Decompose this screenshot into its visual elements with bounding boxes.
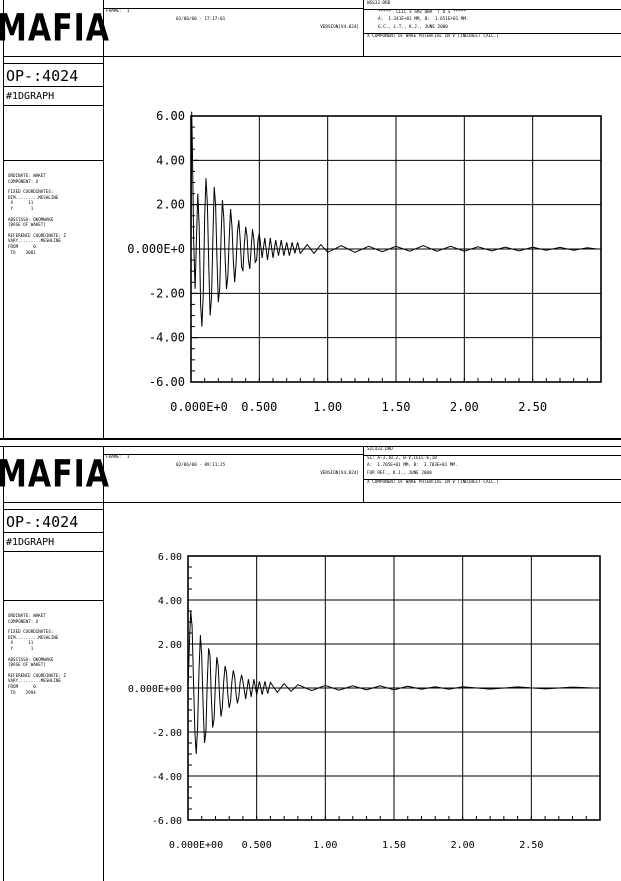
y-tick-label: -2.00 (152, 728, 182, 739)
header: FRAME: 1 02/06/00 - 09:11:25 VERSION[V4.… (103, 446, 621, 504)
x-tick-label: 1.50 (382, 840, 406, 851)
meta-line: COMPONENT: X (8, 618, 39, 624)
y-tick-label: 6.00 (156, 109, 185, 123)
header-info: FRAME: 1 02/06/00 - 09:11:25 VERSION[V4.… (103, 446, 364, 503)
x-tick-label: 0.000E+0 (170, 400, 228, 414)
meta-line: Y 1 (8, 205, 34, 211)
meta-line: X 11 (8, 200, 34, 206)
x-tick-label: 2.00 (451, 840, 475, 851)
meta-line: VARY.........MESHLINE (8, 678, 61, 684)
timestamp: 02/06/00 - 09:11:25 (176, 463, 226, 468)
panel-2: MAFIA OP-:4024 #1DGRAPH ORDINATE: WAKET … (0, 446, 621, 881)
description-line: SI: A-3,10,2, B-V,CELL-6,18 (364, 455, 621, 461)
meta-line: ABSCISSA: DKOMWAKE (8, 216, 54, 222)
meta-line: [BASE OF WAKET] (8, 222, 46, 228)
description-line: A: 1.705E+01 MM, B: 3.703E+01 MM. (367, 463, 458, 468)
header-description: WSS32.DRD ***** CLIC 3 SMZ DBA T D S ***… (364, 0, 621, 57)
meta-line: Y 1 (8, 645, 34, 651)
meta-line: [BASE OF WAKET] (8, 662, 46, 668)
op-label: OP-:4024 (4, 63, 103, 87)
y-tick-label: -4.00 (149, 331, 185, 345)
header-info: FRAME: 1 01/06/00 - 17:17:01 VERSION[V4.… (103, 0, 364, 57)
x-tick-label: 1.50 (382, 400, 411, 414)
y-tick-label: 2.00 (156, 198, 185, 212)
header-description: SIC432.DRD SI: A-3,10,2, B-V,CELL-6,18 A… (364, 446, 621, 503)
wake-potential-chart: 6.00 4.00 2.00 0.000E+00 -2.00 -4.00 -6.00 0.00… (128, 552, 601, 851)
graph-label: #1DGRAPH (4, 534, 103, 552)
meta-line: ORDINATE: WAKET (8, 173, 46, 178)
version-label: VERSION[V4.024] (320, 25, 359, 30)
x-tick-label: 0.500 (242, 840, 272, 851)
y-tick-label: 4.00 (156, 153, 185, 167)
meta-line: TO 2994 (8, 689, 36, 695)
meta-line: ABSCISSA: DKOMWAKE (8, 656, 54, 662)
graph-label: #1DGRAPH (4, 88, 103, 106)
x-tick-label: 1.00 (313, 400, 342, 414)
y-tick-label: 2.00 (158, 640, 182, 651)
y-tick-label: 6.00 (158, 552, 182, 563)
meta-line: FROM 0 (8, 683, 36, 689)
description-line: X COMPONENT OF WAKE POTENTIAL IN V [INDI… (364, 33, 621, 39)
x-tick-label: 2.50 (518, 400, 547, 414)
meta-line: DIM.........MESHLINE (8, 194, 59, 200)
meta-line: FROM 0 (8, 243, 36, 249)
meta-line: X 11 (8, 640, 34, 646)
x-tick-label: 2.00 (450, 400, 479, 414)
frame-label: FRAME: 1 (106, 9, 130, 14)
y-tick-label: 0.000E+00 (128, 684, 182, 695)
meta-line: COMPONENT: X (8, 178, 39, 184)
description-line: FOR REF., K.J., JUNE 2000 (367, 471, 432, 476)
meta-line: FIXED COORDINATES: (8, 189, 54, 195)
meta-line: ORDINATE: WAKET (8, 613, 46, 618)
description-line: G.C., L.T., K.J., JUNE 2000 (378, 25, 448, 30)
logo-box: MAFIA (0, 446, 109, 503)
series-line (187, 610, 594, 755)
meta-line: VARY.........MESHLINE (8, 238, 61, 244)
mafia-logo: MAFIA (0, 6, 110, 50)
timestamp: 01/06/00 - 17:17:01 (176, 17, 226, 22)
mafia-logo: MAFIA (0, 452, 110, 496)
file-name: WSS32.DRD (367, 1, 391, 6)
meta-line: REFERENCE COORDINATE: Z (8, 672, 66, 678)
meta-line: FIXED COORDINATES: (8, 629, 54, 635)
metadata-block: ORDINATE: WAKET COMPONENT: X FIXED COORD… (4, 160, 103, 255)
header: FRAME: 1 01/06/00 - 17:17:01 VERSION[V4.… (103, 0, 621, 58)
version-label: VERSION[V4.024] (320, 471, 359, 476)
description-line: ***** CLIC 3 SMZ DBA T D S ***** (364, 9, 621, 15)
panel-divider (0, 438, 621, 447)
meta-line: TO 3001 (8, 249, 36, 255)
y-tick-label: 0.000E+0 (127, 242, 185, 256)
frame-label: FRAME: 1 (106, 455, 130, 460)
y-tick-label: -2.00 (149, 286, 185, 300)
x-tick-label: 0.500 (241, 400, 277, 414)
sidebar: MAFIA OP-:4024 #1DGRAPH ORDINATE: WAKET … (0, 446, 109, 881)
sidebar: MAFIA OP-:4024 #1DGRAPH ORDINATE: WAKET … (0, 0, 109, 438)
metadata-block: ORDINATE: WAKET COMPONENT: X FIXED COORD… (4, 600, 103, 695)
y-tick-label: 4.00 (158, 596, 182, 607)
x-tick-label: 1.00 (313, 840, 337, 851)
y-tick-label: -6.00 (152, 816, 182, 827)
series-line (190, 111, 597, 327)
meta-line: REFERENCE COORDINATE: Z (8, 232, 66, 238)
description-line: A: 1.341E+01 MM, B: 1.651E+01 MM. (378, 17, 469, 22)
file-name: SIC432.DRD (367, 447, 393, 452)
x-tick-label: 0.000E+00 (169, 840, 223, 851)
logo-box: MAFIA (0, 0, 109, 57)
y-tick-label: -6.00 (149, 375, 185, 389)
panel-1: MAFIA OP-:4024 #1DGRAPH ORDINATE: WAKET … (0, 0, 621, 438)
x-tick-label: 2.50 (519, 840, 543, 851)
y-tick-label: -4.00 (152, 772, 182, 783)
meta-line: DIM.........MESHLINE (8, 634, 59, 640)
wake-potential-chart: 6.00 4.00 2.00 0.000E+0 -2.00 -4.00 -6.00 0.000… (127, 109, 602, 414)
op-label: OP-:4024 (4, 509, 103, 533)
description-line: X COMPONENT OF WAKE POTENTIAL IN V [INDI… (364, 479, 621, 485)
